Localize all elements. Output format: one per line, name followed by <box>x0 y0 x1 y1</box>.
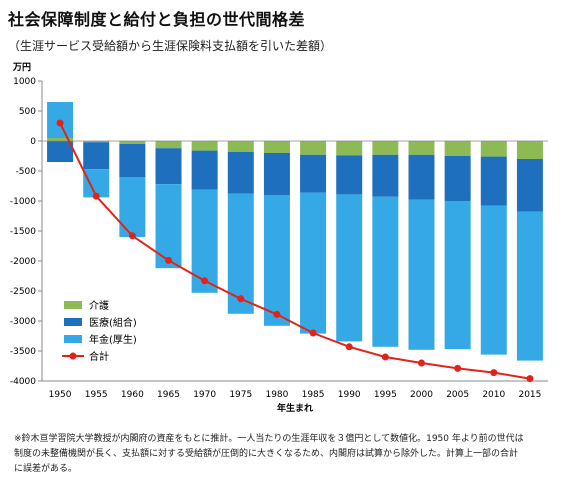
x-tick-label: 1990 <box>338 390 361 400</box>
x-tick-label: 1995 <box>374 390 397 400</box>
bar-kaigo-2010 <box>480 141 507 157</box>
footnote-line-3: に誤差がある。 <box>14 464 78 474</box>
total-point-1960 <box>128 232 136 240</box>
bar-iryo-1970 <box>191 150 218 190</box>
footnote-line-1: ※鈴木亘学習院大学教授が内閣府の資産をもとに推計。一人当たりの生涯年収を３億円と… <box>14 434 524 444</box>
x-tick-label: 1960 <box>121 390 144 400</box>
x-tick-label: 1970 <box>193 390 216 400</box>
total-point-2000 <box>418 359 425 367</box>
bar-kaigo-2015 <box>516 141 543 159</box>
bar-iryo-1950 <box>47 141 74 162</box>
legend-swatch-iryo <box>64 318 82 326</box>
bar-iryo-2000 <box>408 154 435 200</box>
chart-canvas: 万円 1000 500 0 -500 -1000 -1500 -2000 -2500 -3000 -… <box>10 62 548 414</box>
footnote-line-2: 制度の未整備機関が長く、支払額に対する受給額が圧倒的に大きくなるため、内閣府は試… <box>14 449 519 459</box>
bar-nenkin-1990 <box>336 194 363 342</box>
bar-kaigo-1995 <box>372 141 399 155</box>
total-point-2015 <box>526 375 534 383</box>
y-tick-label: 1000 <box>13 77 36 87</box>
bar-iryo-2015 <box>516 159 543 212</box>
bar-iryo-1965 <box>155 148 182 185</box>
total-point-1970 <box>201 277 209 285</box>
total-line <box>59 122 531 380</box>
bar-nenkin-1980 <box>263 195 290 326</box>
bar-nenkin-2010 <box>480 205 507 355</box>
bar-iryo-1955 <box>83 142 110 170</box>
legend-label-iryo: 医療(組合) <box>89 316 137 329</box>
bar-nenkin-2015 <box>516 211 543 361</box>
x-tick-label: 1980 <box>265 390 288 400</box>
total-point-1950 <box>56 119 64 127</box>
bar-kaigo-1970 <box>191 141 218 151</box>
total-point-1965 <box>165 256 172 264</box>
y-tick-label: -2000 <box>10 257 36 267</box>
bar-kaigo-1965 <box>155 141 182 149</box>
bar-nenkin-1965 <box>155 184 182 269</box>
bar-nenkin-2005 <box>444 201 471 350</box>
bar-kaigo-1960 <box>119 141 146 144</box>
bar-kaigo-1975 <box>227 141 254 152</box>
legend-marker-total <box>69 352 77 360</box>
total-point-1975 <box>237 295 245 303</box>
x-tick-label: 1985 <box>302 390 325 400</box>
bar-nenkin-1985 <box>300 192 327 334</box>
bar-kaigo-2005 <box>444 141 471 156</box>
chart-title: 社会保障制度と給付と負担の世代間格差 <box>8 10 306 29</box>
bar-kaigo-1985 <box>300 141 327 155</box>
footnote: ※鈴木亘学習院大学教授が内閣府の資産をもとに推計。一人当たりの生涯年収を３億円と… <box>14 432 554 477</box>
bar-kaigo-1950 <box>47 138 74 141</box>
legend-swatch-nenkin <box>64 335 82 343</box>
bar-nenkin-2000 <box>408 199 435 350</box>
x-tick-label: 2000 <box>410 390 433 400</box>
legend-swatch-kaigo <box>64 301 82 309</box>
total-point-1980 <box>273 310 281 318</box>
x-tick-label: 1965 <box>157 390 180 400</box>
x-tick-label: 1950 <box>49 390 72 400</box>
x-axis-label: 年生まれ <box>277 402 313 414</box>
total-point-2010 <box>490 369 498 377</box>
y-tick-label: -1500 <box>10 227 36 237</box>
y-tick-label: -3000 <box>10 317 36 327</box>
bar-iryo-1980 <box>263 153 290 195</box>
bar-kaigo-2000 <box>408 141 435 155</box>
y-tick-label: -4000 <box>10 377 36 387</box>
bar-iryo-1975 <box>227 151 254 194</box>
x-tick-label: 1975 <box>229 390 252 400</box>
y-axis-unit: 万円 <box>12 62 31 73</box>
total-point-2005 <box>454 364 462 372</box>
bar-iryo-1990 <box>336 155 363 195</box>
total-point-1995 <box>381 353 389 361</box>
bar-nenkin-1995 <box>372 196 399 347</box>
x-tick-label: 2005 <box>446 390 469 400</box>
bar-iryo-1995 <box>372 154 399 197</box>
chart-subtitle: （生涯サービス受給額から生涯保険料支払額を引いた差額） <box>8 39 333 53</box>
y-tick-label: -1000 <box>10 197 36 207</box>
y-tick-label: -3500 <box>10 347 36 357</box>
total-point-1955 <box>92 192 100 200</box>
x-tick-label: 1955 <box>85 390 108 400</box>
bar-kaigo-1980 <box>263 141 290 153</box>
bar-nenkin-1960 <box>119 177 146 237</box>
y-tick-label: 500 <box>19 107 36 117</box>
x-tick-label: 2015 <box>518 390 541 400</box>
total-point-1985 <box>309 329 317 337</box>
legend-label-nenkin: 年金(厚生) <box>89 333 137 346</box>
bar-iryo-2010 <box>480 156 507 206</box>
bar-iryo-1960 <box>119 144 146 177</box>
bar-iryo-1985 <box>300 154 327 193</box>
total-point-1990 <box>345 343 353 351</box>
y-tick-label: 0 <box>30 137 36 147</box>
legend-label-total: 合計 <box>89 350 109 363</box>
y-tick-label: -500 <box>16 167 37 177</box>
bar-iryo-2005 <box>444 156 471 201</box>
y-tick-label: -2500 <box>10 287 36 297</box>
x-tick-label: 2010 <box>482 390 505 400</box>
bar-kaigo-1990 <box>336 141 363 156</box>
bar-kaigo-1955 <box>83 141 110 143</box>
legend-label-kaigo: 介護 <box>89 299 109 312</box>
